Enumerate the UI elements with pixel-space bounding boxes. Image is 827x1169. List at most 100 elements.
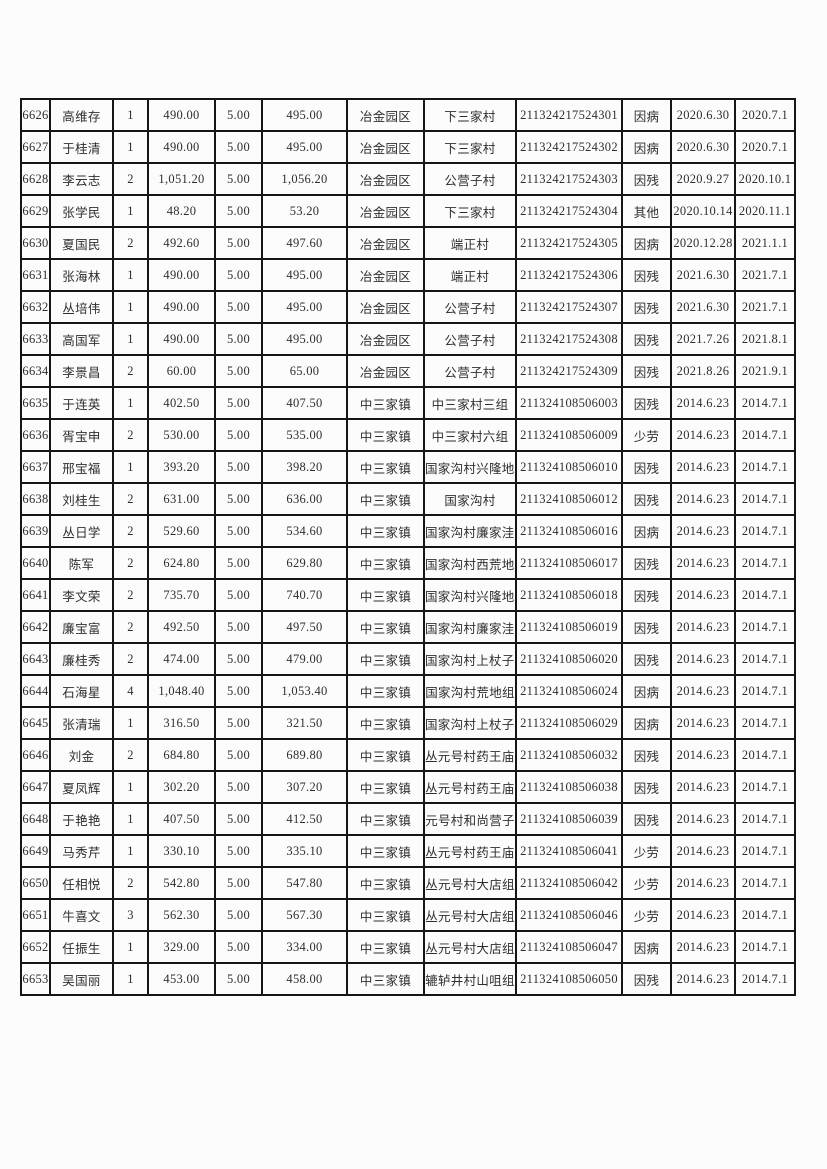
cell-total-amount: 479.00 bbox=[261, 642, 348, 676]
table-row: 6641 李文荣 2 735.70 5.00 740.70 中三家镇 国家沟村兴… bbox=[20, 578, 796, 612]
cell-total-amount: 335.10 bbox=[261, 834, 348, 868]
cell-village: 公营子村 bbox=[423, 354, 517, 388]
cell-total-amount: 458.00 bbox=[261, 962, 348, 996]
cell-district: 中三家镇 bbox=[346, 706, 425, 740]
cell-person-name: 高国军 bbox=[49, 322, 114, 356]
cell-person-count: 4 bbox=[112, 674, 149, 708]
cell-person-count: 2 bbox=[112, 642, 149, 676]
cell-row-id: 6628 bbox=[20, 162, 51, 196]
cell-approval-date: 2014.6.23 bbox=[670, 802, 736, 836]
table-row: 6645 张清瑞 1 316.50 5.00 321.50 中三家镇 国家沟村上… bbox=[20, 706, 796, 740]
table-row: 6653 吴国丽 1 453.00 5.00 458.00 中三家镇 辘轳井村山… bbox=[20, 962, 796, 996]
cell-approval-date: 2014.6.23 bbox=[670, 706, 736, 740]
table-row: 6644 石海星 4 1,048.40 5.00 1,053.40 中三家镇 国… bbox=[20, 674, 796, 708]
cell-record-code: 211324108506039 bbox=[515, 802, 623, 836]
cell-village: 丛元号村药王庙组 bbox=[423, 834, 517, 868]
cell-approval-date: 2014.6.23 bbox=[670, 610, 736, 644]
cell-district: 冶金园区 bbox=[346, 98, 425, 132]
cell-record-code: 211324217524303 bbox=[515, 162, 623, 196]
cell-start-date: 2020.7.1 bbox=[734, 98, 796, 132]
cell-row-id: 6641 bbox=[20, 578, 51, 612]
cell-person-name: 李云志 bbox=[49, 162, 114, 196]
cell-person-count: 1 bbox=[112, 130, 149, 164]
cell-district: 冶金园区 bbox=[346, 194, 425, 228]
cell-approval-date: 2014.6.23 bbox=[670, 514, 736, 548]
cell-reason: 因残 bbox=[621, 450, 672, 484]
cell-person-count: 2 bbox=[112, 482, 149, 516]
cell-district: 中三家镇 bbox=[346, 770, 425, 804]
cell-fee-amount: 5.00 bbox=[214, 386, 263, 420]
cell-reason: 因残 bbox=[621, 770, 672, 804]
cell-person-count: 1 bbox=[112, 386, 149, 420]
cell-person-count: 2 bbox=[112, 514, 149, 548]
cell-fee-amount: 5.00 bbox=[214, 514, 263, 548]
cell-reason: 其他 bbox=[621, 194, 672, 228]
cell-person-count: 1 bbox=[112, 258, 149, 292]
cell-record-code: 211324108506003 bbox=[515, 386, 623, 420]
cell-person-name: 廉宝富 bbox=[49, 610, 114, 644]
cell-person-count: 1 bbox=[112, 194, 149, 228]
cell-start-date: 2014.7.1 bbox=[734, 706, 796, 740]
cell-approval-date: 2014.6.23 bbox=[670, 866, 736, 900]
cell-row-id: 6647 bbox=[20, 770, 51, 804]
cell-reason: 因残 bbox=[621, 642, 672, 676]
cell-district: 中三家镇 bbox=[346, 610, 425, 644]
cell-base-amount: 60.00 bbox=[147, 354, 216, 388]
cell-row-id: 6646 bbox=[20, 738, 51, 772]
cell-record-code: 211324108506009 bbox=[515, 418, 623, 452]
cell-base-amount: 402.50 bbox=[147, 386, 216, 420]
cell-person-name: 于连英 bbox=[49, 386, 114, 420]
cell-total-amount: 689.80 bbox=[261, 738, 348, 772]
cell-person-count: 1 bbox=[112, 706, 149, 740]
cell-district: 中三家镇 bbox=[346, 866, 425, 900]
cell-district: 中三家镇 bbox=[346, 514, 425, 548]
cell-record-code: 211324108506047 bbox=[515, 930, 623, 964]
table-row: 6636 胥宝申 2 530.00 5.00 535.00 中三家镇 中三家村六… bbox=[20, 418, 796, 452]
cell-fee-amount: 5.00 bbox=[214, 226, 263, 260]
cell-record-code: 211324217524307 bbox=[515, 290, 623, 324]
cell-base-amount: 474.00 bbox=[147, 642, 216, 676]
table-row: 6628 李云志 2 1,051.20 5.00 1,056.20 冶金园区 公… bbox=[20, 162, 796, 196]
cell-person-name: 刘金 bbox=[49, 738, 114, 772]
cell-start-date: 2014.7.1 bbox=[734, 418, 796, 452]
cell-total-amount: 321.50 bbox=[261, 706, 348, 740]
cell-base-amount: 684.80 bbox=[147, 738, 216, 772]
cell-reason: 少劳 bbox=[621, 418, 672, 452]
cell-row-id: 6648 bbox=[20, 802, 51, 836]
cell-district: 中三家镇 bbox=[346, 834, 425, 868]
cell-village: 丛元号村大店组 bbox=[423, 898, 517, 932]
cell-row-id: 6642 bbox=[20, 610, 51, 644]
cell-approval-date: 2014.6.23 bbox=[670, 898, 736, 932]
cell-row-id: 6632 bbox=[20, 290, 51, 324]
cell-district: 中三家镇 bbox=[346, 738, 425, 772]
cell-base-amount: 624.80 bbox=[147, 546, 216, 580]
cell-record-code: 211324108506029 bbox=[515, 706, 623, 740]
cell-row-id: 6643 bbox=[20, 642, 51, 676]
cell-total-amount: 497.60 bbox=[261, 226, 348, 260]
cell-start-date: 2014.7.1 bbox=[734, 802, 796, 836]
table-row: 6643 廉桂秀 2 474.00 5.00 479.00 中三家镇 国家沟村上… bbox=[20, 642, 796, 676]
cell-person-name: 张学民 bbox=[49, 194, 114, 228]
cell-base-amount: 492.60 bbox=[147, 226, 216, 260]
cell-district: 冶金园区 bbox=[346, 290, 425, 324]
cell-start-date: 2014.7.1 bbox=[734, 578, 796, 612]
cell-village: 中三家村六组 bbox=[423, 418, 517, 452]
cell-approval-date: 2014.6.23 bbox=[670, 450, 736, 484]
cell-village: 国家沟村廉家洼组 bbox=[423, 514, 517, 548]
cell-reason: 因残 bbox=[621, 386, 672, 420]
cell-approval-date: 2014.6.23 bbox=[670, 738, 736, 772]
cell-district: 中三家镇 bbox=[346, 386, 425, 420]
cell-person-count: 2 bbox=[112, 354, 149, 388]
cell-person-name: 廉桂秀 bbox=[49, 642, 114, 676]
cell-total-amount: 495.00 bbox=[261, 98, 348, 132]
cell-record-code: 211324217524304 bbox=[515, 194, 623, 228]
cell-reason: 因病 bbox=[621, 706, 672, 740]
cell-start-date: 2014.7.1 bbox=[734, 770, 796, 804]
cell-total-amount: 497.50 bbox=[261, 610, 348, 644]
cell-row-id: 6631 bbox=[20, 258, 51, 292]
cell-person-name: 丛日学 bbox=[49, 514, 114, 548]
cell-total-amount: 495.00 bbox=[261, 258, 348, 292]
cell-base-amount: 316.50 bbox=[147, 706, 216, 740]
cell-start-date: 2014.7.1 bbox=[734, 866, 796, 900]
